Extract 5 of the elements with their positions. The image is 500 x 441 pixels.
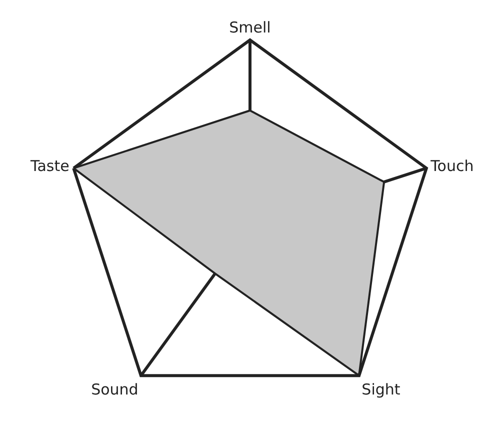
spoke-label: Taste: [30, 156, 70, 175]
spoke-label: Sight: [362, 380, 400, 398]
spoke-label: Smell: [229, 18, 271, 36]
spoke-label: Touch: [430, 156, 474, 175]
spoke-label: Sound: [91, 380, 138, 398]
